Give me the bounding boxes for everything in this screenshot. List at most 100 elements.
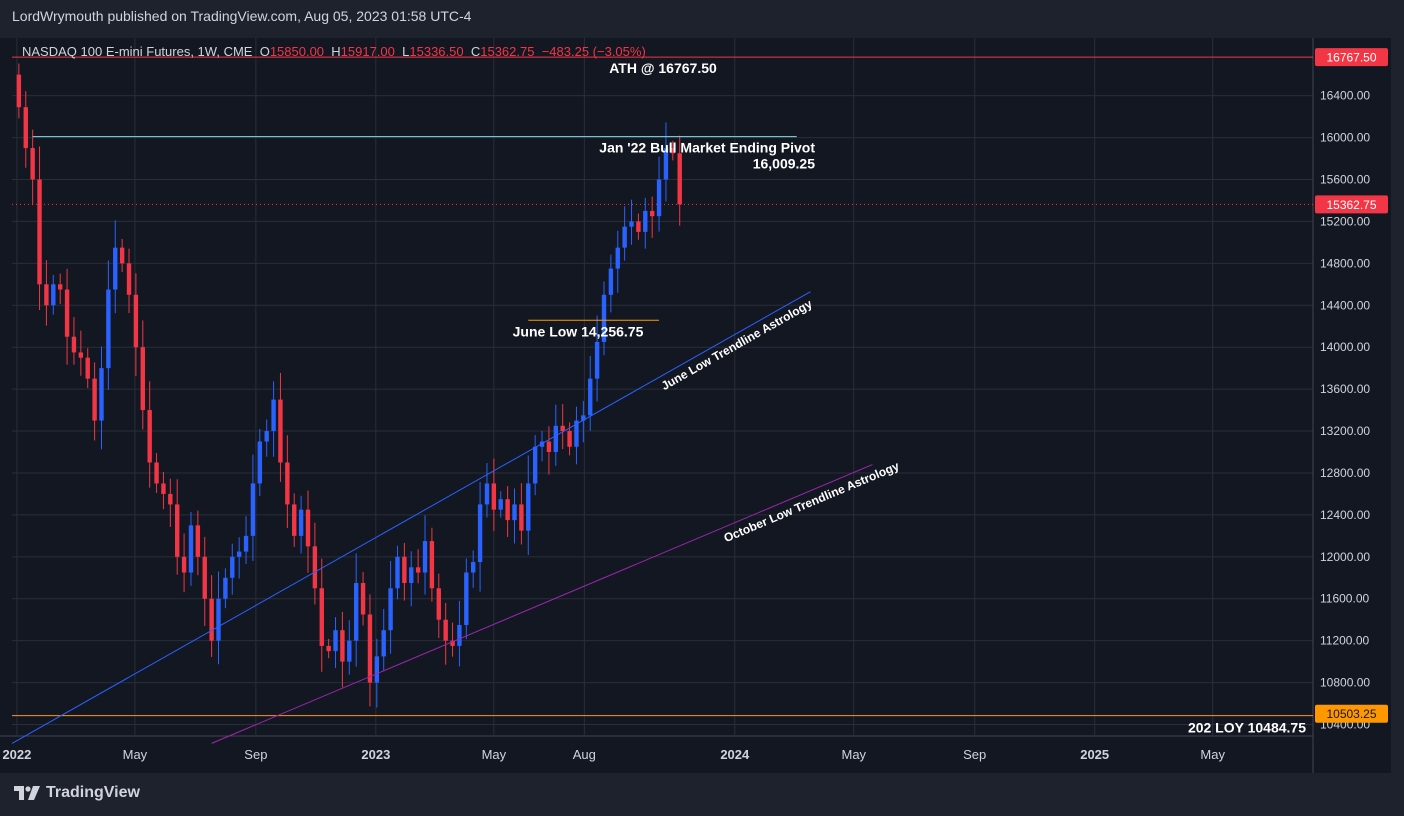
candle-body	[71, 336, 77, 353]
price-chart[interactable]: ATH @ 16767.50 Jan '22 Bull Market Ending…	[0, 38, 1391, 773]
candle-body	[491, 483, 497, 510]
candle-body	[113, 247, 118, 290]
candle-body	[594, 341, 600, 379]
y-tick-label: 12000.00	[1320, 550, 1370, 564]
symbol-title: NASDAQ 100 E-mini Futures, 1W, CME	[22, 44, 253, 59]
candle-body	[477, 504, 483, 563]
candle-body	[181, 556, 187, 573]
candle-body	[643, 210, 648, 232]
candle-body	[429, 541, 435, 589]
y-tick-label: 16400.00	[1320, 89, 1370, 103]
y-tick-label: 12400.00	[1320, 508, 1370, 522]
last-price-badge	[1315, 195, 1388, 214]
candle-body	[457, 624, 462, 646]
y-tick-label: 14400.00	[1320, 298, 1370, 312]
x-tick-label: May	[841, 747, 866, 762]
candle-body	[353, 583, 359, 641]
x-tick-label: May	[482, 747, 507, 762]
close-value: 15362.75	[480, 44, 535, 59]
high-value: 15917.00	[340, 44, 395, 59]
candle-body	[567, 431, 572, 447]
chart-background	[0, 38, 1391, 773]
candle-body	[629, 221, 634, 227]
y-tick-label: 15200.00	[1320, 214, 1370, 228]
low-label: L	[402, 44, 410, 59]
candle-body	[388, 588, 393, 631]
candle-body	[471, 562, 476, 573]
candle-body	[305, 509, 311, 547]
candle-body	[326, 645, 331, 652]
y-tick-label: 11200.00	[1320, 634, 1369, 648]
candle-body	[147, 410, 152, 463]
candle-body	[574, 420, 579, 447]
y-tick-label: 14000.00	[1320, 340, 1370, 354]
x-tick-label: May	[1200, 747, 1225, 762]
x-tick-label: 2025	[1080, 747, 1109, 762]
candle-body	[23, 107, 28, 149]
candle-body	[319, 588, 324, 646]
candle-body	[381, 630, 386, 657]
pivot-value-label: 16,009.25	[753, 156, 815, 172]
candle-body	[230, 556, 235, 578]
y-tick-label: 11600.00	[1320, 592, 1369, 606]
x-tick-label: Sep	[244, 747, 267, 762]
candle-body	[216, 598, 221, 641]
candle-body	[677, 153, 682, 205]
candle-body	[340, 630, 345, 662]
x-tick-label: May	[123, 747, 148, 762]
candle-body	[16, 74, 22, 108]
candle-body	[133, 294, 139, 348]
candle-body	[526, 483, 531, 531]
candle-body	[395, 556, 400, 589]
candle-body	[99, 368, 104, 421]
candle-body	[415, 567, 421, 573]
candle-body	[539, 441, 545, 447]
open-value: 15850.00	[269, 44, 325, 59]
low-value: 15336.50	[409, 44, 464, 59]
close-label: C	[470, 44, 481, 59]
candle-body	[581, 415, 586, 421]
candle-body	[57, 284, 63, 290]
candle-body	[37, 179, 42, 285]
loy-badge	[1315, 704, 1388, 723]
candle-body	[85, 357, 90, 379]
candle-body	[443, 619, 448, 641]
candle-body	[436, 588, 441, 620]
publisher-header: LordWrymouth published on TradingView.co…	[12, 8, 472, 24]
tradingview-logo[interactable]: TradingView	[14, 784, 140, 802]
candle-body	[257, 441, 263, 484]
grid	[0, 38, 1391, 773]
tradingview-logo-icon	[14, 786, 40, 800]
candle-body	[402, 556, 407, 584]
candle-body	[161, 483, 166, 494]
candle-body	[663, 148, 669, 180]
ath-badge	[1315, 48, 1388, 67]
x-tick-label: 2022	[2, 747, 31, 762]
candle-body	[202, 556, 207, 599]
loy-label: 202 LOY 10484.75	[1188, 720, 1306, 736]
ohlc-legend: NASDAQ 100 E-mini Futures, 1W, CME O1585…	[22, 44, 646, 59]
y-tick-label: 12800.00	[1320, 466, 1370, 480]
candle-body	[367, 614, 373, 683]
candle-body	[209, 598, 214, 641]
y-tick-label: 15600.00	[1320, 172, 1370, 186]
last-price-badge-text: 15362.75	[1326, 198, 1376, 212]
candle-body	[560, 425, 565, 432]
candle-body	[292, 504, 297, 536]
candle-body	[175, 504, 180, 557]
candle-body	[532, 446, 538, 484]
candle-body	[92, 378, 97, 421]
candle-body	[588, 378, 593, 416]
brand-name: TradingView	[46, 784, 140, 801]
loy-badge-text: 10503.25	[1326, 707, 1376, 721]
candle-body	[64, 289, 70, 337]
candle-body	[347, 640, 352, 662]
chart-area[interactable]: ATH @ 16767.50 Jan '22 Bull Market Ending…	[0, 38, 1391, 773]
candle-body	[188, 525, 194, 573]
candle-body	[484, 483, 490, 505]
y-tick-label: 13600.00	[1320, 382, 1370, 396]
ath-label: ATH @ 16767.50	[609, 60, 717, 76]
candle-body	[636, 221, 641, 232]
y-tick-label: 10800.00	[1320, 676, 1370, 690]
ath-badge-text: 16767.50	[1326, 51, 1376, 65]
